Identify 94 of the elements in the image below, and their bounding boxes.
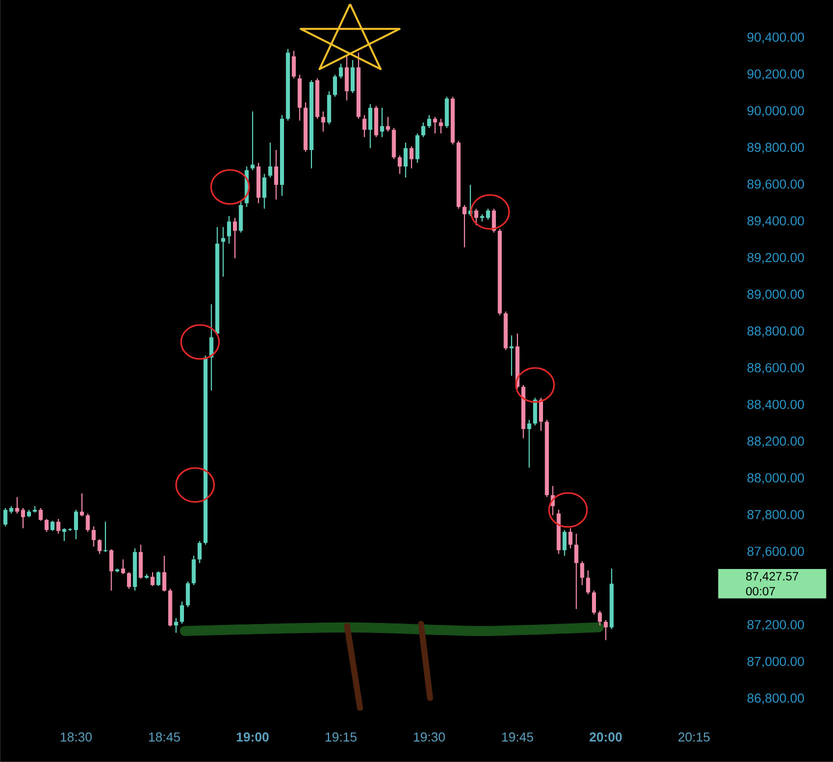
- y-tick-label: 86,800.00: [747, 694, 804, 704]
- candlestick: [338, 63, 343, 79]
- x-tick-label: 18:30: [60, 732, 92, 742]
- y-tick-label: 87,200.00: [747, 620, 804, 631]
- candlestick: [156, 570, 160, 587]
- candlestick: [86, 512, 90, 532]
- candlestick: [121, 558, 126, 575]
- candlestick: [56, 518, 60, 534]
- y-tick-label: 90,400.00: [747, 32, 804, 44]
- candlestick: [227, 216, 232, 244]
- candlestick: [404, 142, 408, 178]
- candlestick: [198, 540, 202, 564]
- candlestick: [15, 496, 20, 514]
- y-tick-label: 87,600.00: [747, 546, 804, 558]
- candlestick: [262, 173, 266, 210]
- candlestick: [292, 50, 296, 79]
- candlestick: [92, 526, 96, 548]
- candlestick: [492, 208, 496, 234]
- candlestick: [21, 507, 26, 529]
- candlestick: [274, 149, 278, 200]
- y-tick-label: 89,000.00: [747, 290, 804, 300]
- candlestick: [410, 146, 414, 169]
- candlestick: [474, 208, 478, 226]
- y-tick-label: 89,600.00: [747, 180, 804, 190]
- candlestick: [438, 118, 443, 134]
- candlestick: [568, 528, 572, 549]
- candlestick: [527, 419, 532, 468]
- candlestick: [126, 572, 131, 590]
- candlestick: [533, 397, 538, 426]
- candlestick: [50, 520, 54, 532]
- candlestick: [150, 572, 155, 587]
- y-tick-label: 89,800.00: [747, 142, 804, 154]
- y-tick-label: 89,400.00: [747, 216, 804, 227]
- candlestick: [3, 507, 8, 527]
- y-tick-label: 90,000.00: [747, 106, 804, 117]
- candlestick: [462, 204, 466, 248]
- candlestick: [433, 116, 438, 134]
- candlestick: [344, 56, 349, 102]
- y-tick-label: 87,000.00: [747, 656, 804, 668]
- candlestick: [592, 590, 596, 616]
- candlestick: [38, 507, 43, 522]
- candlestick: [80, 492, 84, 517]
- candlestick: [321, 110, 326, 132]
- candlestick: [368, 104, 372, 149]
- candlestick: [350, 60, 355, 94]
- candlestick: [398, 154, 402, 174]
- candlestick: [586, 570, 590, 595]
- y-tick-label: 88,400.00: [747, 400, 804, 411]
- y-tick-label: 89,200.00: [747, 252, 804, 264]
- candlestick: [109, 548, 114, 592]
- candlestick: [98, 538, 102, 554]
- candlestick: [186, 580, 190, 608]
- candlestick: [386, 116, 390, 132]
- candlestick: [221, 226, 226, 278]
- y-tick-label: 90,200.00: [747, 69, 804, 80]
- candlestick: [332, 74, 337, 98]
- y-tick-label: 88,800.00: [747, 326, 804, 338]
- candlestick: [192, 555, 196, 586]
- text: 87,427.57: [746, 572, 798, 582]
- x-tick-label: 18:45: [149, 732, 180, 742]
- candlestick: [180, 601, 184, 624]
- candlestick: [539, 397, 544, 432]
- candlestick: [562, 530, 567, 556]
- candlestick: [421, 122, 426, 138]
- candlestick: [250, 110, 255, 171]
- x-tick-label: 20:15: [678, 732, 710, 742]
- candlestick: [510, 334, 514, 376]
- candlestick: [415, 132, 420, 164]
- candlestick: [362, 114, 366, 138]
- text: 00:07: [746, 586, 775, 596]
- x-tick-label: 19:30: [414, 732, 445, 742]
- candlestick: [574, 533, 578, 610]
- candlestick: [103, 521, 108, 553]
- y-tick-label: 88,000.00: [747, 473, 804, 484]
- candlestick: [209, 304, 214, 392]
- y-tick-label: 88,200.00: [747, 436, 804, 448]
- candlestick: [174, 618, 178, 634]
- candlestick: [486, 208, 490, 220]
- y-tick-label: 88,600.00: [747, 363, 804, 374]
- x-tick-label: 19:00: [236, 732, 269, 742]
- candlestick: [604, 619, 608, 641]
- x-tick-label: 19:45: [502, 732, 534, 742]
- candlestick: [74, 509, 78, 540]
- y-tick-label: 87,800.00: [747, 510, 804, 521]
- candlestick: [44, 518, 49, 532]
- candlestick: [380, 107, 384, 138]
- candlestick: [598, 610, 602, 626]
- x-tick-label: 20:00: [590, 732, 622, 742]
- x-tick-label: 19:15: [326, 732, 357, 742]
- candlestick: [427, 114, 432, 129]
- candlestick: [268, 142, 272, 178]
- candlestick: [232, 217, 237, 259]
- candlestick: [580, 560, 584, 586]
- candlestick: [162, 555, 166, 592]
